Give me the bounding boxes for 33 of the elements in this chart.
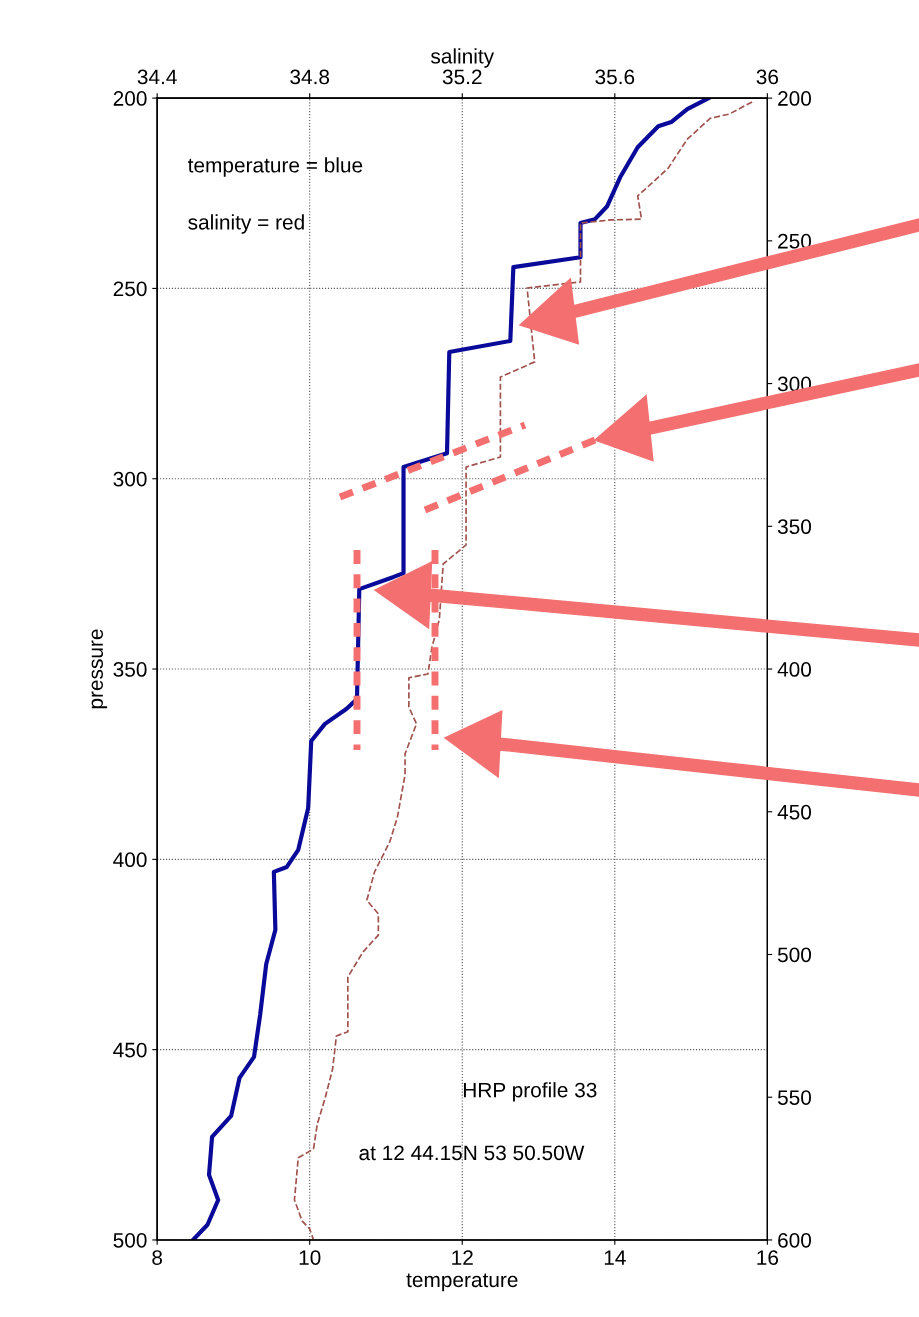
y2-tick-label: 250	[778, 233, 812, 249]
y-axis-title: pressure	[91, 629, 108, 709]
y2-tick-label: 550	[777, 1090, 812, 1105]
x-tick-label: 10	[299, 1250, 321, 1265]
x-tick-label: 14	[604, 1250, 626, 1265]
x2-tick-label: 34.8	[290, 69, 330, 85]
x-tick-label: 16	[757, 1250, 779, 1265]
annotation: HRP profile 33	[463, 1082, 597, 1102]
x2-tick-label: 36	[756, 69, 779, 85]
annotation: salinity = red	[188, 214, 304, 234]
y-tick-label: 450	[113, 1042, 147, 1058]
annotation: at 12 44.15N 53 50.50W	[359, 1145, 585, 1161]
y2-tick-label: 500	[777, 947, 812, 963]
y-tick-label: 200	[113, 91, 147, 106]
y-tick-label: 400	[113, 852, 147, 868]
y2-tick-label: 600	[778, 1232, 812, 1248]
line-series	[190, 98, 711, 1240]
x2-tick-label: 34.4	[137, 69, 177, 85]
y-tick-label: 250	[113, 281, 147, 297]
y2-tick-label: 350	[777, 519, 812, 535]
y-tick-label: 500	[113, 1232, 147, 1248]
annotation: temperature = blue	[187, 157, 363, 177]
y2-tick-label: 450	[777, 804, 812, 820]
y2-tick-label: 200	[778, 91, 812, 106]
x-tick-label: 8	[152, 1250, 163, 1265]
x2-axis-title: salinity	[431, 48, 495, 68]
x-tick-label: 12	[452, 1250, 473, 1265]
y-tick-label: 300	[113, 471, 147, 487]
x2-tick-label: 35.2	[442, 69, 482, 85]
y-tick-label: 350	[113, 662, 147, 677]
y2-tick-label: 400	[777, 662, 812, 677]
x2-tick-label: 35.6	[595, 69, 635, 85]
x-axis-title: temperature	[406, 1273, 518, 1292]
